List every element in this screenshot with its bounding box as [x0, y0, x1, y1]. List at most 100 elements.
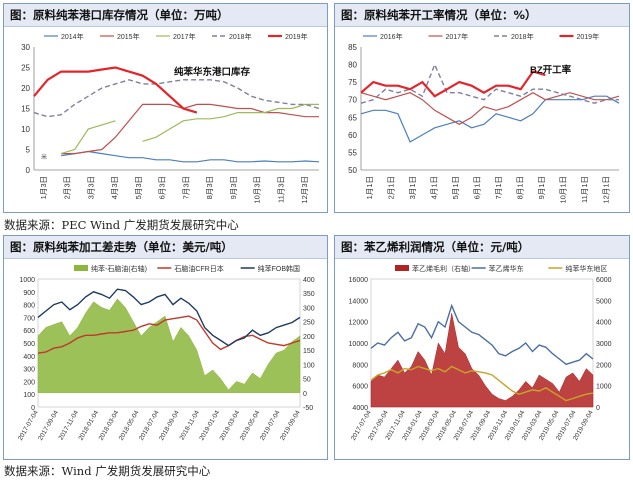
y2-tick-label: 100 — [303, 362, 315, 369]
y2-tick-label: 0 — [596, 405, 600, 412]
x-tick-label: 1月3日 — [39, 176, 48, 199]
series-line — [360, 70, 546, 98]
x-tick-label: 6月3日 — [158, 176, 167, 199]
x-tick-label: 2017-07-04 — [17, 409, 40, 442]
x-tick-label: 2018-07-04 — [138, 409, 161, 442]
y2-tick-label: 200 — [303, 334, 315, 341]
series-line — [370, 303, 594, 366]
y-tick-label: 200 — [23, 379, 35, 386]
x-tick-label: 2019-07-04 — [259, 409, 282, 442]
y2-tick-label: 1000 — [596, 384, 612, 391]
y2-tick-label: 250 — [303, 320, 315, 327]
x-tick-label: 2017-11-04 — [58, 409, 81, 441]
inventory-line-chart: 2014年 2015年 2017年 2018年 2019年 0 5 10 15 20 25 30 1月3… — [21, 32, 320, 204]
y-tick-label: 5 — [26, 146, 31, 155]
y-tick-label: 600 — [23, 328, 35, 335]
x-tick-label: 2018-05-04 — [118, 409, 141, 442]
y-tick-label: 12000 — [349, 320, 369, 327]
y2-tick-label: 50 — [303, 377, 311, 384]
chart-title: 图：苯乙烯利润情况（单位：元/吨） — [335, 236, 629, 259]
legend-label: 2015年 — [117, 32, 140, 41]
y-tick-label: 75 — [348, 78, 357, 87]
series-line — [37, 315, 301, 354]
chart-panel-styrene-profit: 图：苯乙烯利润情况（单位：元/吨） 苯乙烯毛利（右轴） 苯乙烯华东 纯苯华东地区 40… — [334, 235, 630, 460]
y-tick-label: 85 — [348, 43, 357, 52]
x-tick-label: 11月3日 — [276, 176, 285, 203]
legend-label: 2017年 — [446, 32, 469, 41]
y-tick-label: 60 — [348, 131, 357, 140]
x-tick-label: 9月1日 — [537, 176, 546, 199]
y-tick-label: 50 — [348, 166, 357, 175]
chart-title: 图：原料纯苯加工差走势（单位：美元/吨） — [4, 236, 327, 259]
x-tick-label: 2018-11-04 — [179, 409, 202, 441]
y-tick-label: 0 — [26, 166, 31, 175]
y2-tick-label: 5000 — [596, 298, 612, 305]
x-tick-label: 4月1日 — [429, 176, 438, 199]
y-tick-label: 15 — [21, 105, 30, 114]
x-tick-label: 2月1日 — [386, 176, 395, 199]
legend-label: 2014年 — [61, 32, 84, 41]
legend-label: 2016年 — [380, 32, 403, 41]
x-tick-label: 9月3日 — [229, 176, 238, 199]
legend-label: 2019年 — [285, 32, 308, 41]
series-line — [360, 92, 620, 125]
y-tick-label: 100 — [23, 392, 35, 399]
y-tick-label: 4000 — [352, 405, 368, 412]
series-line — [360, 95, 620, 143]
y-tick-label: 70 — [348, 96, 357, 105]
y-tick-label: 10 — [21, 125, 30, 134]
x-tick-label: 10月3日 — [253, 176, 262, 204]
series-line — [360, 62, 619, 104]
legend-label: 2019年 — [577, 32, 600, 41]
x-tick-label: 12月3日 — [300, 176, 309, 204]
styrene-profit-chart: 苯乙烯毛利（右轴） 苯乙烯华东 纯苯华东地区40006000800010000120… — [349, 264, 612, 442]
series-area — [37, 298, 301, 394]
y2-tick-label: -50 — [303, 405, 313, 412]
y2-tick-label: 4000 — [596, 320, 612, 327]
series-area — [370, 313, 594, 408]
y-tick-label: 80 — [348, 61, 357, 70]
y-tick-label: 1000 — [19, 277, 35, 284]
x-tick-label: 2017-09-04 — [37, 409, 60, 442]
chart-panel-inventory: 图：原料纯苯港口库存情况（单位：万吨） 2014年 2015年 2017年 2018年… — [3, 3, 328, 213]
chart-title: 图：原料纯苯开工率情况（单位：%） — [335, 4, 629, 27]
legend-label: 苯乙烯华东 — [489, 264, 524, 273]
legend-label: 2018年 — [229, 32, 252, 41]
x-tick-label: 2019-05-04 — [239, 409, 262, 442]
chart-title: 图：原料纯苯港口库存情况（单位：万吨） — [4, 4, 327, 27]
series-line — [33, 66, 198, 114]
y-tick-label: 700 — [23, 315, 35, 322]
x-tick-label: 10月1日 — [558, 176, 567, 204]
x-tick-label: 2月3日 — [63, 176, 72, 199]
y2-tick-label: 350 — [303, 291, 315, 298]
operating-rate-line-chart: 2016年 2017年 2018年 2019年 50 55 60 65 70 75 80 85 1月1日… — [348, 32, 620, 204]
x-tick-label: 1月1日 — [365, 176, 374, 199]
y-tick-label: 400 — [23, 354, 35, 361]
legend-label: 2018年 — [511, 32, 534, 41]
x-tick-label: 6月1日 — [472, 176, 481, 199]
chart-panel-operating-rate: 图：原料纯苯开工率情况（单位：%） 2016年 2017年 2018年 2019年 50… — [334, 3, 630, 213]
x-tick-label: 2019-01-04 — [198, 409, 221, 442]
y2-tick-label: 400 — [303, 277, 315, 284]
series-line — [60, 103, 319, 155]
x-tick-label: 3月3日 — [86, 176, 95, 199]
y-tick-label: 55 — [348, 148, 357, 157]
y-tick-label: 0 — [31, 405, 35, 412]
legend-label: 2017年 — [173, 32, 196, 41]
y-tick-label: 25 — [21, 64, 30, 73]
legend-label: 纯苯FOB韩国 — [258, 264, 300, 273]
y-tick-label: 800 — [23, 303, 35, 310]
y-tick-label: 30 — [21, 43, 30, 52]
y-tick-label: 14000 — [349, 298, 369, 305]
y-tick-label: 900 — [23, 290, 35, 297]
y2-tick-label: 3000 — [596, 341, 612, 348]
chart-annotation: 米 — [41, 153, 47, 161]
x-tick-label: 12月1日 — [601, 176, 610, 204]
x-tick-label: 7月1日 — [494, 176, 503, 199]
y-tick-label: 10000 — [349, 341, 369, 348]
y-tick-label: 300 — [23, 367, 35, 374]
x-tick-label: 2018-03-04 — [98, 409, 121, 442]
y2-tick-label: 150 — [303, 348, 315, 355]
x-tick-label: 2018-09-04 — [158, 409, 181, 442]
x-tick-label: 5月1日 — [451, 176, 460, 199]
